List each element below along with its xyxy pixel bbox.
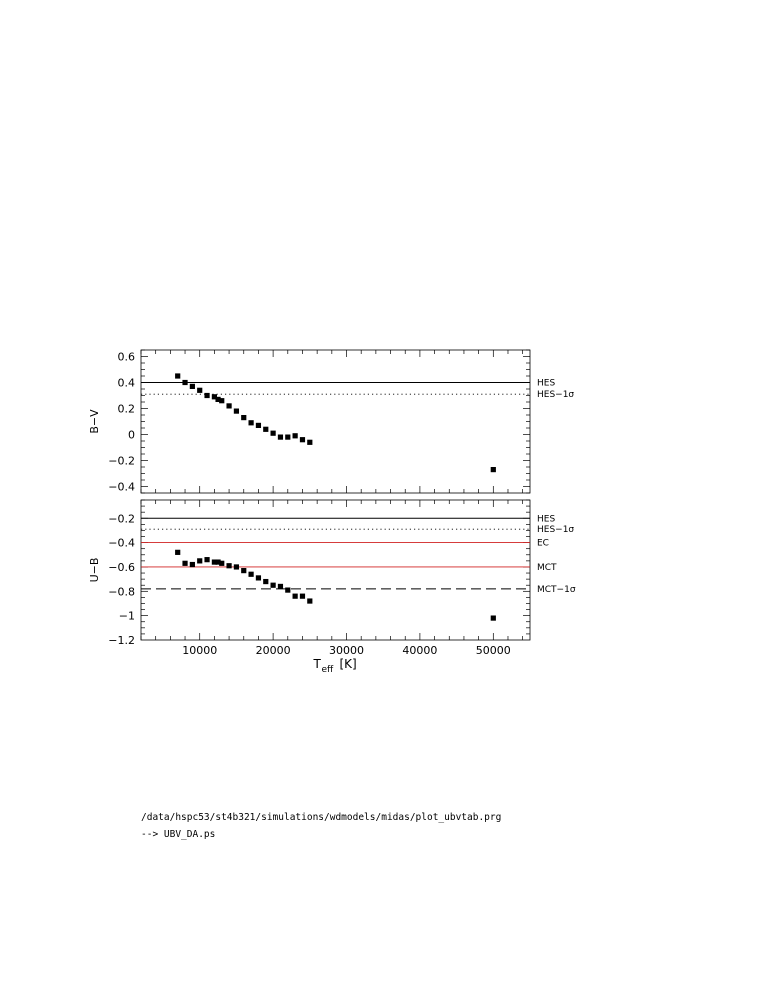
ub-data-point xyxy=(233,564,240,570)
bv-data-point xyxy=(299,437,306,443)
bv-ytick-label: 0.6 xyxy=(118,351,136,364)
xlabel-main: T xyxy=(313,657,322,671)
bv-data-point xyxy=(211,394,217,400)
ub-reference-label: HES xyxy=(537,514,555,524)
ub-frame xyxy=(140,499,531,641)
bv-data-point xyxy=(241,415,247,421)
bv-data-point xyxy=(255,422,262,428)
bv-reference-label: HES xyxy=(537,379,555,389)
bv-data-point xyxy=(197,387,203,393)
ub-ylabel: U−B xyxy=(88,558,101,583)
ub-data-point xyxy=(182,560,188,566)
ub-data-point xyxy=(292,593,298,599)
ub-data-point xyxy=(226,563,232,569)
ub-reference-label: MCT−1σ xyxy=(537,585,576,595)
ub-data-point xyxy=(299,593,306,599)
ub-ytick-label: −0.8 xyxy=(108,585,135,598)
bv-data-point xyxy=(182,379,188,386)
bv-data-point xyxy=(490,467,496,473)
ub-data-point xyxy=(211,559,217,565)
ub-xtick-label: 30000 xyxy=(329,644,364,657)
bv-data-point xyxy=(307,439,313,445)
ub-data-point xyxy=(241,568,247,574)
ub-xtick-label: 10000 xyxy=(182,644,217,657)
bv-ytick-label: 0 xyxy=(128,429,135,442)
ub-data-point xyxy=(307,598,313,604)
ub-data-point xyxy=(189,561,195,568)
bv-reference-label: HES−1σ xyxy=(537,390,574,400)
ub-xtick-label: 50000 xyxy=(476,644,511,657)
bv-ytick-label: 0.4 xyxy=(118,377,136,390)
ub-xtick-label: 40000 xyxy=(402,644,437,657)
ub-reference-label: EC xyxy=(537,539,549,549)
bv-ytick-label: −0.2 xyxy=(108,455,135,468)
bv-data-point xyxy=(215,396,221,402)
bv-data-point xyxy=(175,373,181,379)
bv-data-point xyxy=(277,434,284,440)
ub-data-point xyxy=(263,578,269,585)
ub-data-point xyxy=(255,575,262,581)
ub-data-point xyxy=(204,557,210,563)
xlabel-subscript: eff xyxy=(322,665,335,675)
ub-ytick-label: −0.6 xyxy=(108,561,135,574)
ub-ytick-label: −1 xyxy=(119,610,135,623)
bv-ytick-label: −0.4 xyxy=(108,481,135,494)
ub-xtick-label: 20000 xyxy=(256,644,291,657)
ub-data-point xyxy=(248,571,254,577)
output-file-caption: --> UBV_DA.ps xyxy=(141,829,216,840)
xlabel-unit: [K] xyxy=(340,657,357,671)
ub-data-point xyxy=(270,582,276,588)
bv-data-point xyxy=(219,398,225,404)
bv-ylabel: B−V xyxy=(88,409,101,434)
ub-reference-label: HES−1σ xyxy=(537,525,574,535)
ub-data-point xyxy=(175,549,181,555)
bv-ytick-label: 0.2 xyxy=(118,403,136,416)
bv-data-point xyxy=(233,408,240,414)
bv-data-point xyxy=(204,392,210,399)
script-path-caption: /data/hspc53/st4b321/simulations/wdmodel… xyxy=(141,812,502,823)
ub-data-point xyxy=(219,560,225,566)
ub-data-point xyxy=(197,558,203,564)
ub-data-point xyxy=(285,587,291,593)
ub-reference-label: MCT xyxy=(537,563,557,573)
ub-ytick-label: −0.2 xyxy=(108,512,135,525)
ub-data-point xyxy=(490,615,496,621)
ub-ytick-label: −1.2 xyxy=(108,634,135,647)
bv-data-point xyxy=(248,420,254,426)
bv-data-point xyxy=(292,433,298,439)
bv-data-point xyxy=(189,383,195,389)
ub-data-point xyxy=(277,583,284,590)
ub-ytick-label: −0.4 xyxy=(108,537,135,550)
bv-frame xyxy=(140,349,531,494)
bv-data-point xyxy=(226,403,232,409)
ub-data-point xyxy=(215,559,221,565)
bv-data-point xyxy=(270,430,276,436)
bv-data-point xyxy=(263,426,269,432)
bv-data-point xyxy=(285,434,291,440)
